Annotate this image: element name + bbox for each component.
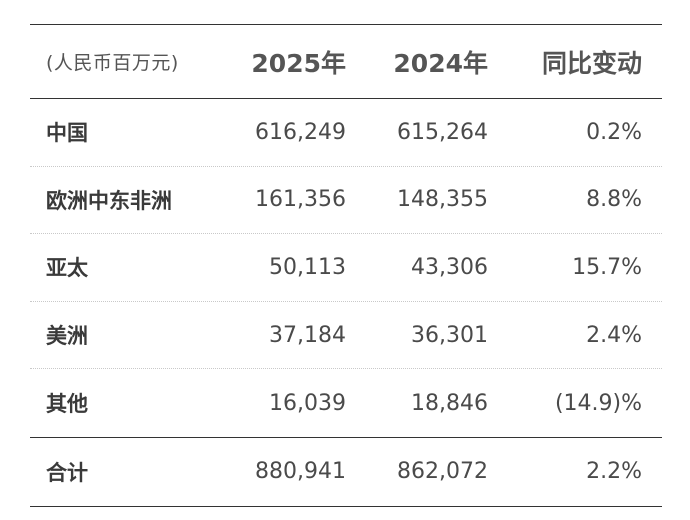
yoy-change-value: 0.2% [586, 119, 642, 145]
yoy-change-value: 15.7% [572, 254, 642, 280]
value-2024: 148,355 [397, 187, 488, 213]
region-label: 中国 [46, 121, 88, 146]
total-label: 合计 [46, 460, 88, 485]
table-row-emea: 欧洲中东非洲 161,356 148,355 8.8% [30, 167, 662, 235]
unit-label: (人民币百万元) [46, 52, 179, 74]
total-yoy-change: 2.2% [586, 459, 642, 485]
value-2024: 615,264 [397, 119, 488, 145]
total-2024: 862,072 [397, 459, 488, 485]
value-2024: 43,306 [411, 254, 488, 280]
table-row-total: 合计 880,941 862,072 2.2% [30, 438, 662, 506]
table-row-other: 其他 16,039 18,846 (14.9)% [30, 369, 662, 437]
total-separator-rule [30, 436, 662, 438]
value-2024: 18,846 [411, 390, 488, 416]
total-2025: 880,941 [255, 459, 346, 485]
column-header-yoy-change: 同比变动 [541, 48, 642, 78]
revenue-by-region-table: (人民币百万元) 2025年 2024年 同比变动 中国 616,249 615… [30, 24, 662, 507]
table-header-row: (人民币百万元) 2025年 2024年 同比变动 [30, 25, 662, 98]
header-separator-rule [30, 98, 662, 99]
table-top-rule [30, 24, 662, 25]
region-label: 欧洲中东非洲 [46, 188, 172, 213]
value-2025: 616,249 [255, 119, 346, 145]
value-2025: 50,113 [269, 254, 346, 280]
column-header-2024: 2024年 [393, 48, 488, 78]
region-label: 亚太 [46, 256, 88, 281]
value-2024: 36,301 [411, 322, 488, 348]
value-2025: 16,039 [269, 390, 346, 416]
yoy-change-value: 8.8% [586, 187, 642, 213]
yoy-change-value: 2.4% [586, 322, 642, 348]
value-2025: 161,356 [255, 187, 346, 213]
column-header-2025: 2025年 [251, 48, 346, 78]
table-row-apac: 亚太 50,113 43,306 15.7% [30, 234, 662, 302]
region-label: 美洲 [46, 324, 88, 349]
table-row-americas: 美洲 37,184 36,301 2.4% [30, 302, 662, 370]
table-bottom-rule [30, 505, 662, 507]
value-2025: 37,184 [269, 322, 346, 348]
region-label: 其他 [46, 392, 88, 417]
table-row-china: 中国 616,249 615,264 0.2% [30, 99, 662, 167]
yoy-change-value: (14.9)% [554, 390, 642, 416]
